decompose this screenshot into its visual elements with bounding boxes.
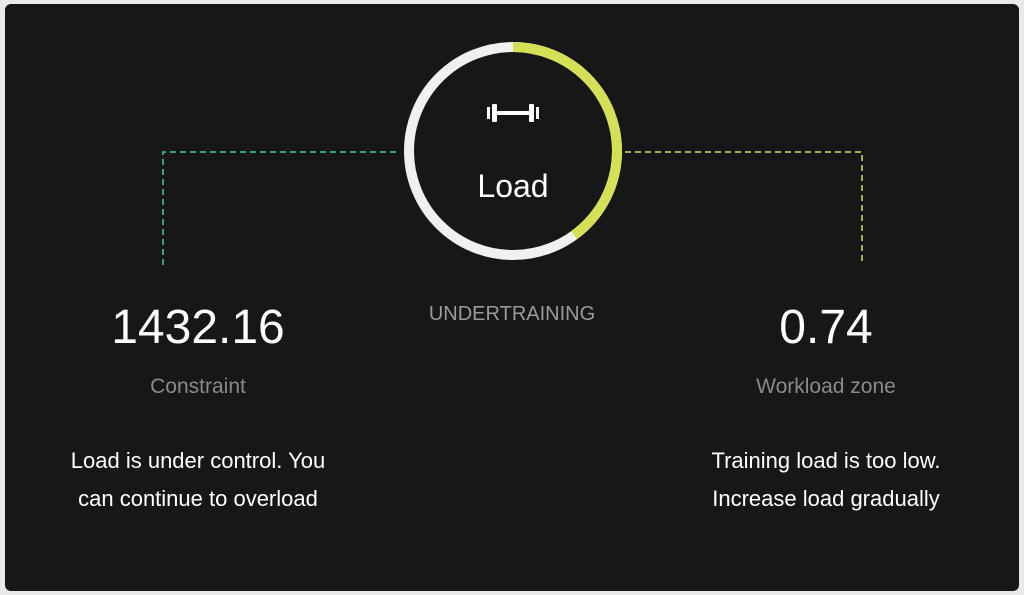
workload-zone-label: Workload zone — [756, 375, 896, 398]
constraint-value: 1432.16 — [111, 301, 285, 354]
constraint-label: Constraint — [150, 375, 246, 398]
right-connector-line — [625, 151, 863, 265]
load-card — [5, 4, 1019, 591]
status-label: UNDERTRAINING — [428, 303, 596, 325]
workload-zone-value: 0.74 — [779, 301, 873, 354]
desc-line: Training load is too low. — [711, 448, 941, 473]
gauge-progress-arc — [404, 42, 622, 260]
left-connector-line — [162, 151, 400, 265]
desc-line: Increase load gradually — [712, 486, 940, 511]
constraint-description: Load is under control. You can continue … — [18, 442, 378, 518]
desc-line: Load is under control. You — [70, 448, 326, 473]
desc-line: can continue to overload — [78, 486, 318, 511]
gauge-title: Load — [477, 168, 549, 204]
dumbbell-icon — [487, 104, 539, 122]
workload-zone-description: Training load is too low. Increase load … — [644, 442, 1008, 518]
